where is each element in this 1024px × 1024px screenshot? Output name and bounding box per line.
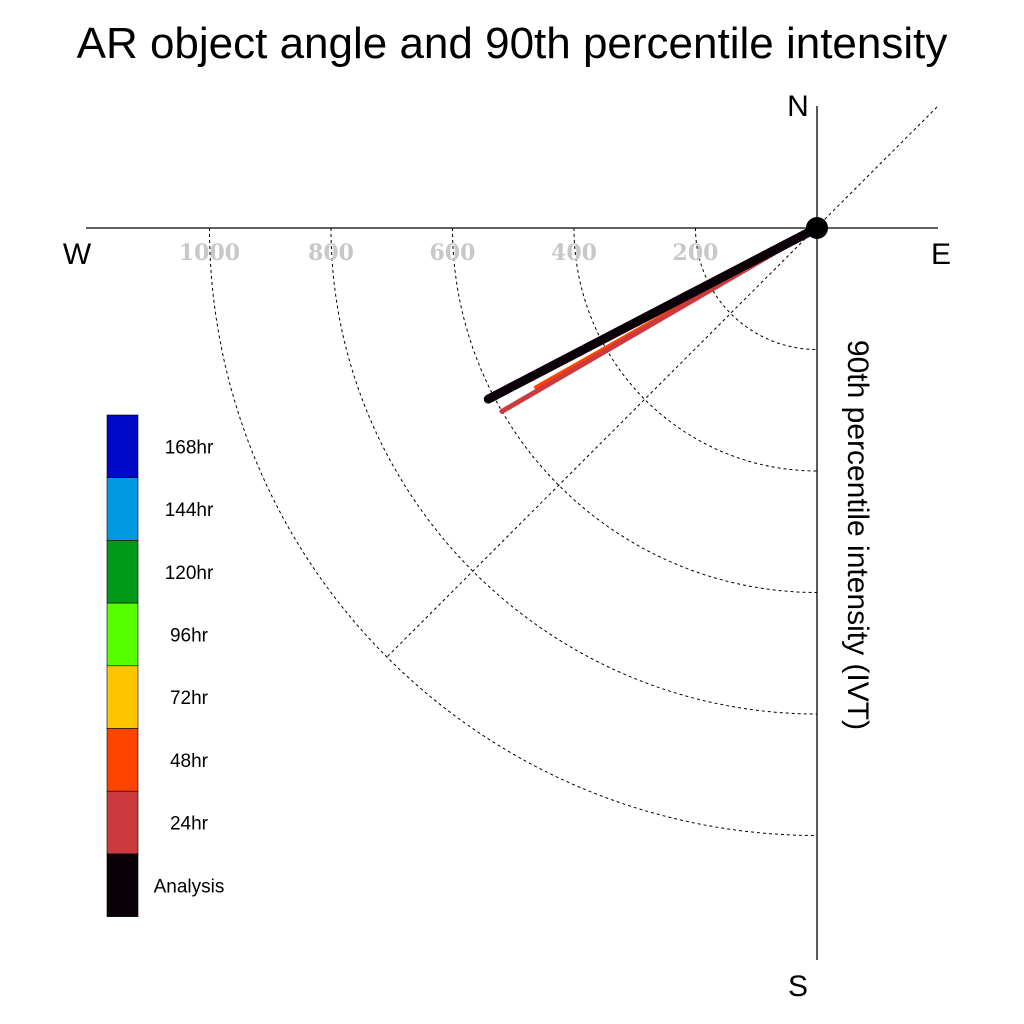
legend-swatch-144hr: [106, 477, 139, 541]
legend: 168hr 144hr 120hr 96hr 72hr 48hr 24hr Analysis: [106, 414, 225, 917]
legend-label-48hr: 48hr: [170, 751, 209, 772]
legend-label-96hr: 96hr: [170, 625, 209, 646]
legend-label-24hr: 24hr: [170, 814, 209, 835]
grid-ring-200: [695, 227, 818, 350]
radial-tick-800: 800: [308, 240, 354, 266]
grid-ring-800: [330, 227, 818, 715]
chart-title: AR object angle and 90th percentile inte…: [77, 19, 948, 68]
diagonal-gridline: [386, 106, 938, 658]
radial-tick-200: 200: [673, 240, 719, 266]
legend-label-120hr: 120hr: [165, 563, 214, 584]
vector-series: [483, 223, 822, 414]
radial-tick-600: 600: [430, 240, 476, 266]
legend-swatch-72hr: [106, 665, 139, 729]
legend-swatch-168hr: [106, 414, 139, 479]
legend-swatch-120hr: [106, 540, 139, 604]
south-label: S: [788, 970, 808, 1003]
vector-analysis: [483, 223, 822, 404]
east-label: E: [931, 238, 951, 271]
north-label: N: [787, 90, 809, 123]
legend-swatch-96hr: [106, 602, 139, 667]
legend-label-72hr: 72hr: [170, 688, 209, 709]
legend-label-168hr: 168hr: [165, 437, 214, 458]
west-label: W: [63, 238, 92, 271]
radial-tick-labels: 200 400 600 800 1000: [179, 240, 719, 266]
legend-label-analysis: Analysis: [154, 876, 225, 897]
grid-ring-600: [452, 227, 818, 593]
grid-ring-1000: [209, 227, 818, 836]
legend-swatch-analysis: [106, 853, 139, 917]
origin-marker: [806, 217, 828, 239]
radial-tick-400: 400: [551, 240, 597, 266]
grid-ring-400: [573, 227, 818, 472]
legend-swatch-24hr: [106, 790, 139, 855]
legend-swatch-48hr: [106, 728, 139, 792]
polar-grid: [209, 106, 938, 836]
y-axis-label: 90th percentile intensity (IVT): [841, 340, 874, 730]
radial-tick-1000: 1000: [179, 240, 240, 266]
legend-label-144hr: 144hr: [165, 500, 214, 521]
